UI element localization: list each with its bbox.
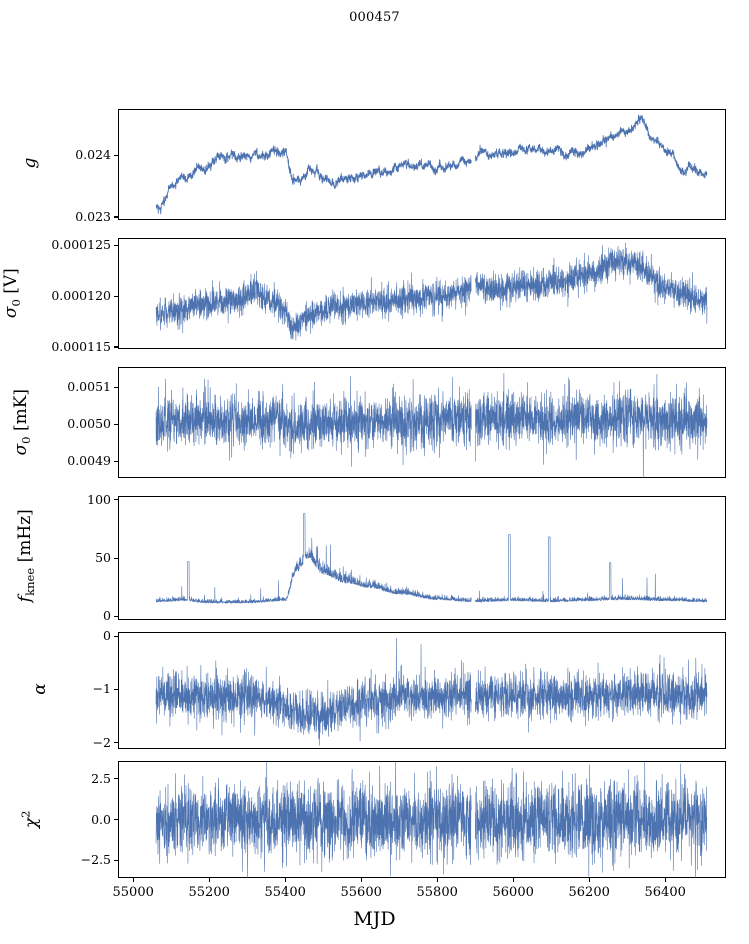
y-tick-label-alpha: −2 [92,734,111,750]
x-tickmark [512,878,514,882]
y-tickmark-alpha [114,688,118,691]
axes-frame-f_knee [118,496,726,620]
y-axis-label-gain: g [20,157,40,168]
y-tick-label-chi2: 2.5 [91,770,111,786]
y-tick-label-f_knee: 0 [103,608,111,624]
data-trace-alpha [155,637,708,746]
y-tick-label-alpha: −1 [92,681,111,697]
y-tick-label-f_knee: 50 [95,550,111,565]
y-axis-label-sigma0_mk: σ0 [mK] [10,388,34,455]
subplot-gain [118,109,726,220]
y-tickmark-gain [114,216,118,218]
y-tick-label-sigma0_volts: 0.000125 [51,237,111,253]
y-tickmark-sigma0_mk [114,386,118,388]
x-tickmark [436,878,438,882]
y-axis-label-f_knee: fknee [mHz] [14,509,38,603]
y-tickmark-sigma0_mk [114,460,118,462]
y-tickmark-chi2 [114,778,118,780]
x-tickmark [360,878,362,882]
y-tick-label-sigma0_mk: 0.0051 [67,379,111,395]
y-tick-label-gain: 0.023 [75,208,111,224]
y-tickmark-f_knee [114,615,118,618]
y-axis-label-alpha: α [30,682,50,695]
y-tick-label-sigma0_volts: 0.000115 [51,338,111,354]
y-tickmark-f_knee [114,499,118,501]
data-trace-chi2 [155,761,708,878]
x-tick-label: 55200 [188,885,230,900]
x-tickmark [132,878,134,882]
y-tickmark-f_knee [114,557,118,559]
subplot-sigma0_mk [118,367,726,478]
x-tickmark [284,878,286,882]
x-tickmark [588,878,590,882]
y-tickmark-gain [114,154,118,156]
y-tick-label-sigma0_mk: 0.0049 [67,453,111,469]
data-trace-sigma0_mk [155,372,708,478]
data-trace-gain [155,114,708,215]
y-axis-label-sigma0_volts: σ0 [V] [0,267,24,318]
y-tickmark-alpha [114,635,118,637]
y-tickmark-chi2 [114,859,118,861]
y-tickmark-chi2 [114,819,118,821]
x-tick-label: 56000 [492,885,534,900]
subplot-sigma0_volts [118,238,726,349]
x-tick-label: 55000 [112,885,154,900]
y-tick-label-chi2: −2.5 [80,852,111,868]
y-tick-label-chi2: 0.0 [91,811,111,827]
y-tickmark-sigma0_volts [114,295,118,297]
x-tick-label: 55400 [264,885,306,900]
x-tick-label: 56400 [644,885,686,900]
subplot-alpha [118,632,726,749]
y-tickmark-alpha [114,742,118,744]
data-trace-f_knee [155,513,708,604]
y-tickmark-sigma0_volts [114,346,118,348]
x-tick-label: 55600 [340,885,382,900]
y-tick-label-gain: 0.024 [75,147,111,163]
x-tick-label: 55800 [416,885,458,900]
x-tickmark [208,878,210,882]
y-axis-label-chi2: χ2 [18,810,42,828]
x-tick-label: 56200 [568,885,610,900]
y-tick-label-alpha: 0 [103,628,111,644]
y-tickmark-sigma0_volts [114,244,118,246]
y-tickmark-sigma0_mk [114,423,118,425]
figure-title: 000457 [349,10,400,25]
y-tick-label-sigma0_volts: 0.000120 [51,288,111,304]
x-axis-label: MJD [353,908,396,930]
subplot-f_knee [118,496,726,620]
x-tickmark [664,878,666,882]
subplot-chi2 [118,761,726,878]
data-trace-sigma0_volts [155,242,708,341]
y-tick-label-f_knee: 100 [87,491,111,507]
y-tick-label-sigma0_mk: 0.0050 [67,416,111,432]
